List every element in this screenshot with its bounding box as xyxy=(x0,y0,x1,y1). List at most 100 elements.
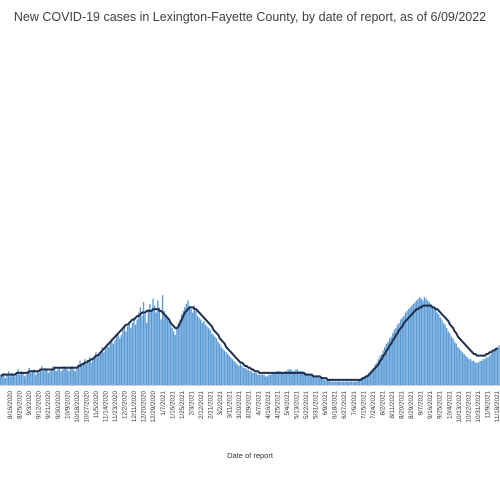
bar xyxy=(344,381,346,385)
bar xyxy=(171,328,173,385)
bar xyxy=(22,372,24,385)
bar xyxy=(147,309,149,385)
bar xyxy=(26,371,29,385)
bar xyxy=(15,372,18,385)
x-tick-label: 6/18/2021 xyxy=(332,391,339,420)
x-tick-label: 12/2/2020 xyxy=(122,391,129,420)
bar xyxy=(230,357,232,385)
bar xyxy=(142,302,145,385)
bar xyxy=(95,352,97,385)
bar xyxy=(403,316,405,385)
x-tick-label: 11/23/2020 xyxy=(112,391,119,423)
bar xyxy=(198,317,200,385)
x-tick-label: 10/13/2021 xyxy=(456,391,463,423)
bar xyxy=(177,322,180,385)
bar xyxy=(426,300,429,385)
x-tick-label: 11/5/2020 xyxy=(93,391,100,419)
x-tick-label: 8/25/2020 xyxy=(17,391,24,420)
bar xyxy=(173,331,175,385)
bar xyxy=(333,381,335,385)
bar xyxy=(250,371,253,385)
bar xyxy=(276,371,278,385)
bar xyxy=(319,378,321,385)
bar xyxy=(125,331,127,385)
bar xyxy=(325,379,327,385)
x-tick-label: 4/25/2021 xyxy=(274,391,281,420)
bar xyxy=(63,366,65,385)
bar xyxy=(422,300,424,385)
bar xyxy=(134,324,137,386)
bar xyxy=(85,364,88,385)
bar xyxy=(223,350,226,385)
bar xyxy=(30,372,32,385)
bar xyxy=(317,376,319,386)
bar xyxy=(411,305,413,385)
bar xyxy=(160,319,162,385)
x-tick-label: 5/13/2021 xyxy=(293,391,300,420)
x-tick-label: 1/16/2021 xyxy=(169,391,176,420)
x-tick-label: 2/12/2021 xyxy=(198,391,205,420)
bar xyxy=(274,372,276,385)
bar xyxy=(268,374,270,385)
x-tick-label: 12/11/2020 xyxy=(131,391,138,423)
bar xyxy=(373,367,375,385)
bar xyxy=(184,307,186,386)
x-tick-label: 7/24/2021 xyxy=(370,391,377,420)
bar xyxy=(330,381,332,385)
bar xyxy=(495,348,497,385)
bar xyxy=(361,378,364,385)
bar xyxy=(217,341,219,386)
bar xyxy=(277,371,280,385)
x-tick-label: 2/3/2021 xyxy=(188,391,195,416)
bar xyxy=(14,376,16,386)
bar xyxy=(60,371,62,385)
bar xyxy=(190,309,192,385)
bar xyxy=(269,374,272,385)
bar xyxy=(298,371,300,385)
bar xyxy=(453,341,456,386)
x-tick-label: 1/7/2021 xyxy=(160,391,167,416)
bar xyxy=(120,334,122,385)
bar xyxy=(241,366,243,385)
bar xyxy=(96,357,99,385)
bar xyxy=(468,359,470,386)
x-tick-label: 11/9/2021 xyxy=(484,391,491,419)
bar xyxy=(104,348,107,385)
bar xyxy=(246,369,248,385)
bar xyxy=(339,381,342,385)
bar xyxy=(474,362,476,385)
bar xyxy=(347,381,349,385)
x-tick-label: 7/6/2021 xyxy=(351,391,358,416)
bar xyxy=(31,371,34,385)
bar xyxy=(320,378,322,385)
bar xyxy=(220,347,222,385)
bar xyxy=(168,321,170,385)
bar xyxy=(300,371,302,385)
bar xyxy=(101,347,103,385)
bar xyxy=(187,300,189,385)
bar xyxy=(295,369,297,385)
x-axis-title: Date of report xyxy=(227,451,273,460)
bar xyxy=(144,314,146,385)
bar xyxy=(452,338,454,385)
bar xyxy=(238,366,240,385)
bar xyxy=(257,374,259,385)
bar xyxy=(200,319,202,385)
bar xyxy=(82,362,84,385)
x-tick-label: 9/25/2021 xyxy=(437,391,444,420)
bar xyxy=(76,367,78,385)
bar xyxy=(111,338,113,385)
bar xyxy=(314,376,316,386)
bar xyxy=(471,360,473,385)
x-tick-label: 4/16/2021 xyxy=(265,391,272,420)
bar xyxy=(115,336,118,385)
bar xyxy=(138,312,140,385)
bar xyxy=(252,372,254,385)
bar xyxy=(209,329,211,385)
bar xyxy=(346,381,348,385)
x-tick-label: 6/27/2021 xyxy=(341,391,348,420)
bar xyxy=(457,347,459,385)
x-tick-label: 8/20/2021 xyxy=(399,391,406,420)
bar xyxy=(107,347,110,385)
